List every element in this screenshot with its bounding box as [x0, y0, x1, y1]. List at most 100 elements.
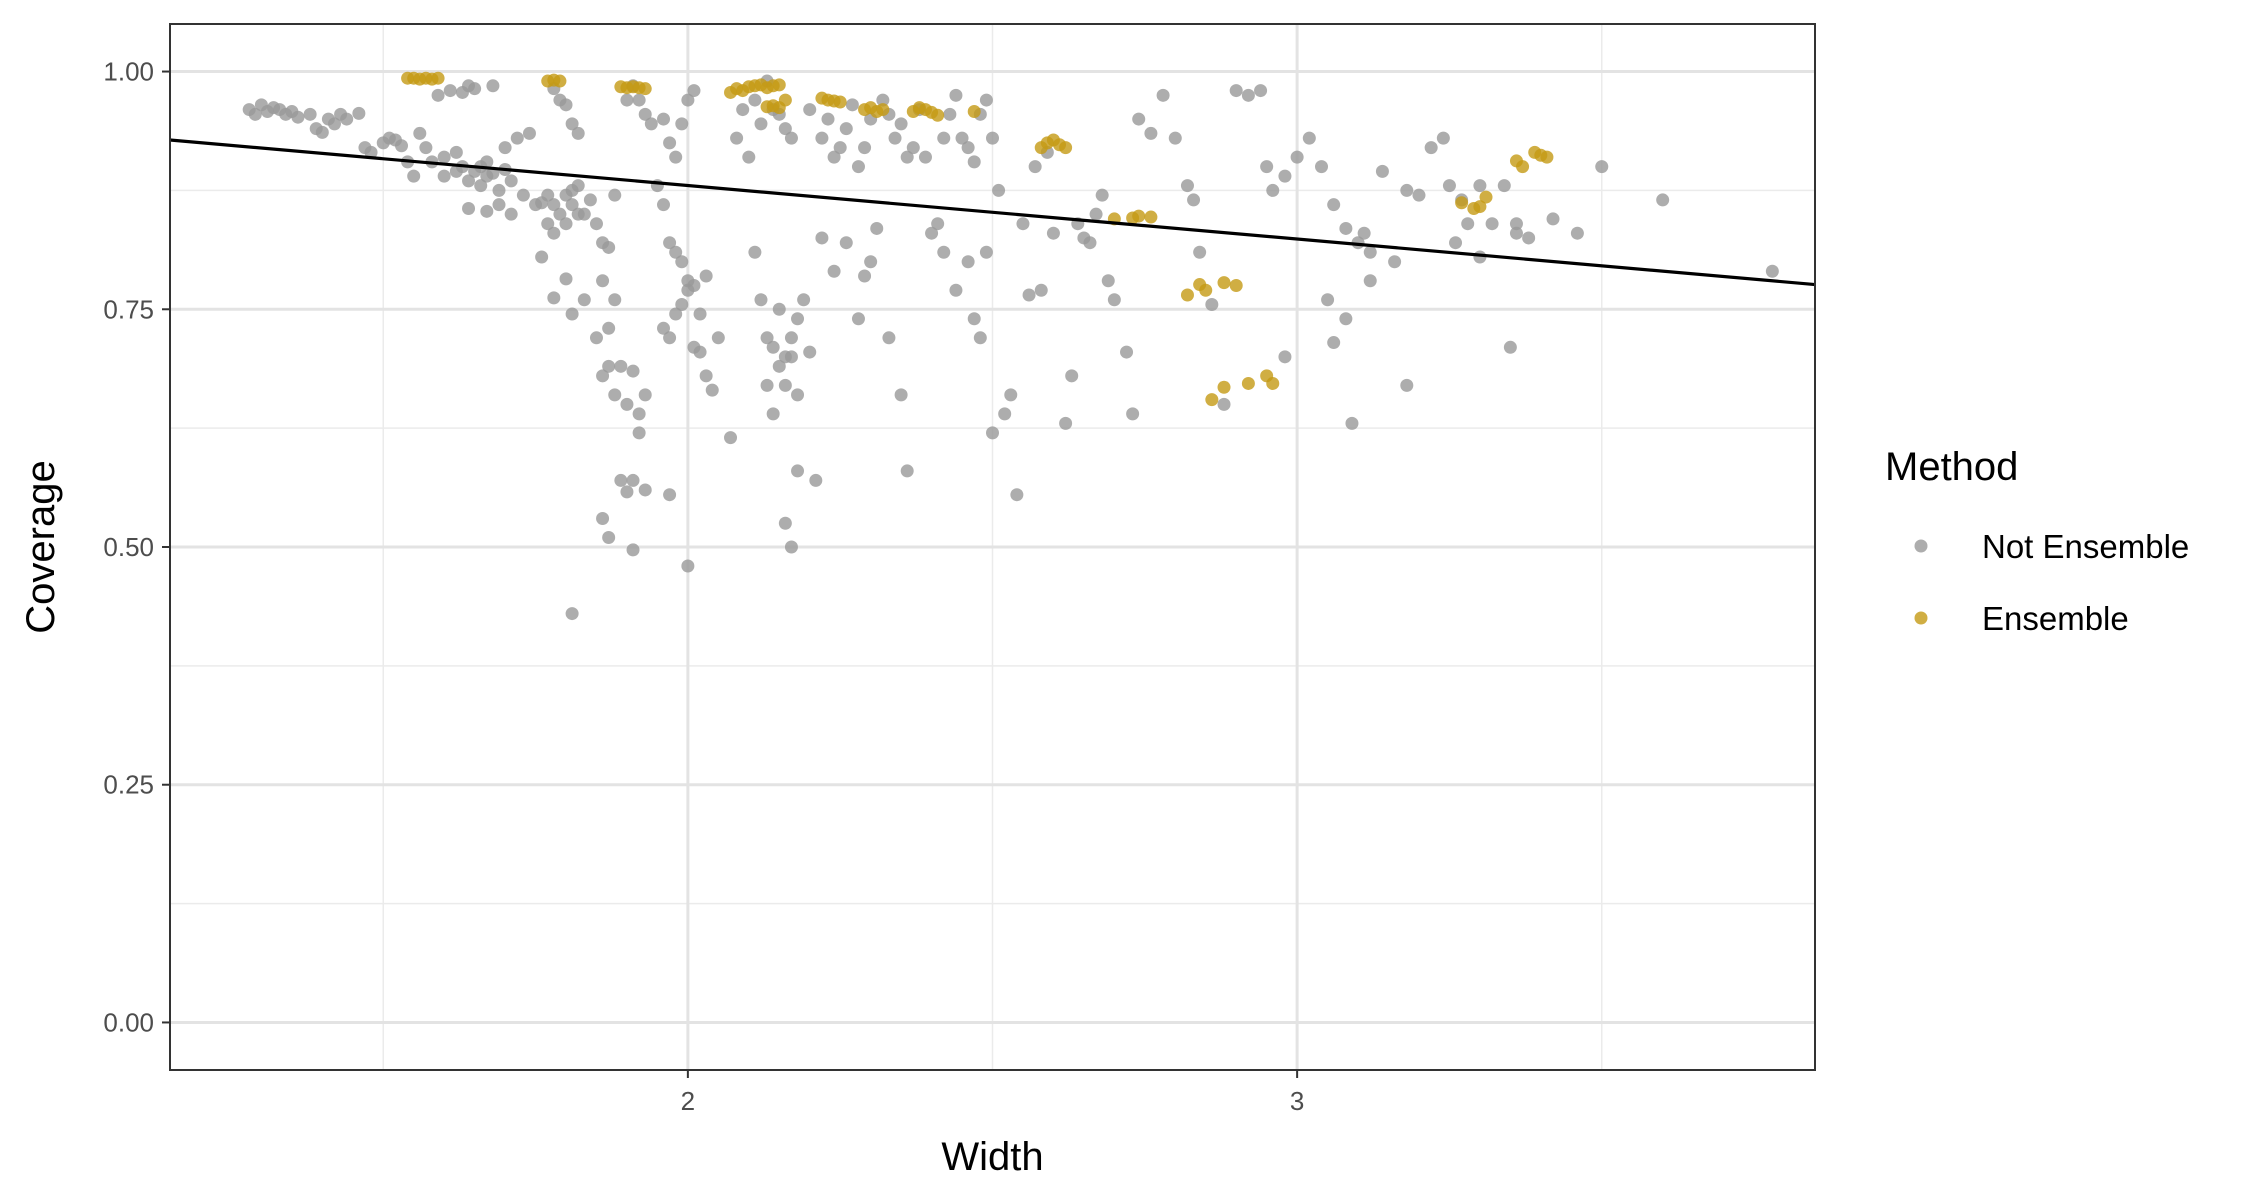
not-ensemble-point [1765, 264, 1779, 278]
not-ensemble-point [864, 255, 878, 269]
not-ensemble-point [1004, 388, 1018, 402]
not-ensemble-point [1595, 160, 1609, 174]
legend-label-not-ensemble: Not Ensemble [1982, 528, 2189, 565]
not-ensemble-point [699, 369, 713, 383]
not-ensemble-point [894, 117, 908, 131]
not-ensemble-point [1260, 160, 1274, 174]
not-ensemble-point [1101, 274, 1115, 288]
ensemble-point [1205, 393, 1219, 407]
not-ensemble-point [778, 516, 792, 530]
not-ensemble-point [949, 283, 963, 297]
not-ensemble-point [736, 103, 750, 117]
not-ensemble-point [1315, 160, 1328, 174]
not-ensemble-point [851, 160, 865, 174]
not-ensemble-point [449, 145, 463, 159]
not-ensemble-point [468, 82, 482, 96]
not-ensemble-point [614, 473, 628, 487]
y-tick-label: 1.00 [103, 57, 154, 87]
not-ensemble-point [663, 488, 677, 502]
not-ensemble-point [900, 150, 914, 164]
not-ensemble-point [1339, 221, 1353, 235]
not-ensemble-point [797, 293, 811, 307]
not-ensemble-point [626, 543, 640, 557]
not-ensemble-point [784, 331, 798, 345]
not-ensemble-point [589, 217, 603, 231]
not-ensemble-point [626, 364, 640, 378]
not-ensemble-point [1022, 288, 1036, 302]
not-ensemble-point [815, 131, 829, 145]
ensemble-point [967, 104, 981, 118]
ensemble-point [876, 103, 890, 117]
not-ensemble-point [663, 331, 677, 345]
not-ensemble-point [949, 88, 963, 102]
not-ensemble-point [553, 207, 567, 221]
not-ensemble-point [748, 93, 762, 107]
not-ensemble-point [474, 179, 488, 193]
not-ensemble-point [894, 388, 908, 402]
not-ensemble-point [693, 307, 707, 321]
ensemble-point [1132, 209, 1146, 223]
not-ensemble-point [961, 255, 975, 269]
not-ensemble-point [431, 88, 445, 102]
not-ensemble-point [589, 331, 603, 345]
not-ensemble-point [979, 245, 993, 259]
not-ensemble-point [693, 345, 707, 359]
not-ensemble-point [1254, 84, 1268, 98]
not-ensemble-point [1187, 193, 1201, 207]
not-ensemble-point [1509, 217, 1523, 231]
not-ensemble-point [462, 201, 476, 215]
ensemble-point [772, 78, 786, 92]
legend: Method Not Ensemble Ensemble [1885, 445, 2189, 637]
not-ensemble-point [559, 98, 573, 112]
not-ensemble-point [669, 150, 683, 164]
ensemble-point [1217, 380, 1231, 394]
not-ensemble-point [504, 174, 518, 188]
not-ensemble-point [1424, 141, 1438, 155]
not-ensemble-point [925, 226, 939, 240]
not-ensemble-point [413, 126, 427, 140]
not-ensemble-point [1010, 488, 1024, 502]
not-ensemble-point [565, 117, 579, 131]
not-ensemble-point [632, 426, 646, 440]
not-ensemble-point [632, 93, 646, 107]
not-ensemble-point [480, 155, 494, 169]
not-ensemble-point [638, 388, 652, 402]
not-ensemble-point [870, 221, 884, 235]
not-ensemble-point [626, 473, 640, 487]
not-ensemble-point [791, 312, 805, 326]
not-ensemble-point [973, 331, 987, 345]
not-ensemble-point [803, 103, 817, 117]
ensemble-point [1516, 160, 1530, 174]
not-ensemble-point [1278, 350, 1292, 364]
not-ensemble-point [748, 245, 762, 259]
not-ensemble-point [839, 122, 853, 136]
not-ensemble-point [772, 302, 786, 316]
not-ensemble-point [784, 131, 798, 145]
not-ensemble-point [669, 307, 683, 321]
not-ensemble-point [1144, 126, 1158, 140]
not-ensemble-point [663, 236, 677, 250]
not-ensemble-point [918, 150, 932, 164]
not-ensemble-point [248, 107, 262, 121]
not-ensemble-point [1302, 131, 1316, 145]
not-ensemble-point [1034, 283, 1048, 297]
not-ensemble-point [644, 117, 658, 131]
not-ensemble-point [583, 193, 597, 207]
not-ensemble-point [620, 397, 634, 411]
not-ensemble-point [937, 245, 951, 259]
not-ensemble-point [827, 150, 841, 164]
not-ensemble-point [1089, 207, 1103, 221]
not-ensemble-point [291, 110, 305, 124]
not-ensemble-point [791, 388, 805, 402]
not-ensemble-point [565, 198, 579, 212]
not-ensemble-point [1503, 340, 1517, 354]
not-ensemble-point [967, 312, 981, 326]
not-ensemble-point [602, 240, 616, 254]
data-points [242, 71, 1779, 621]
not-ensemble-point [571, 207, 585, 221]
y-axis-title: Coverage [19, 460, 63, 633]
not-ensemble-point [809, 473, 823, 487]
not-ensemble-point [522, 126, 536, 140]
not-ensemble-point [559, 272, 573, 286]
not-ensemble-point [596, 511, 610, 525]
